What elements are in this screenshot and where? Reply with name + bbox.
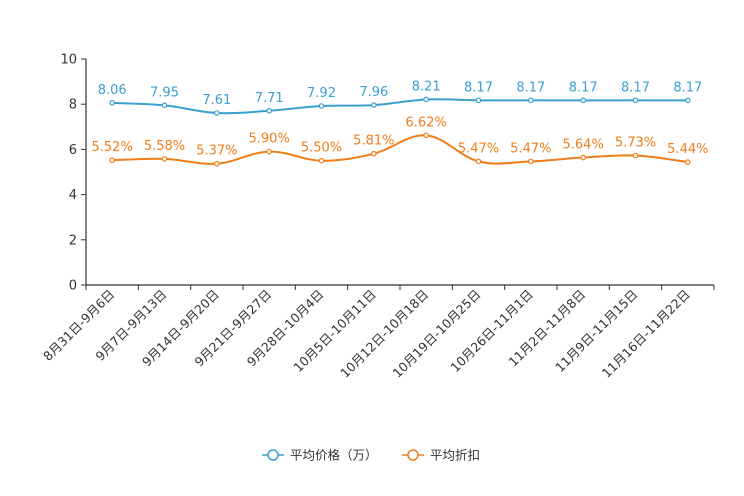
data-label: 5.90%: [249, 132, 290, 147]
data-label: 6.62%: [406, 115, 447, 130]
series-line: [112, 98, 688, 115]
data-label: 7.96: [359, 85, 388, 100]
data-point[interactable]: [161, 156, 168, 162]
data-point[interactable]: [318, 157, 325, 164]
x-axis-ticks: 8月31日-9月6日9月7日-9月13日9月14日-9月20日9月21日-9月2…: [40, 285, 715, 381]
x-tick-label: 10月19日-10月25日: [389, 287, 483, 381]
data-point[interactable]: [109, 157, 115, 164]
data-point[interactable]: [214, 110, 220, 116]
data-label: 5.73%: [615, 136, 656, 151]
y-axis-ticks: 0 2 4 6 8 10: [60, 53, 86, 294]
data-label: 5.81%: [353, 134, 394, 149]
y-tick-label: 6: [69, 143, 77, 158]
data-point[interactable]: [266, 107, 272, 114]
data-label: 8.17: [569, 80, 598, 95]
data-point[interactable]: [318, 103, 325, 109]
data-label: 5.37%: [196, 144, 237, 159]
legend-marker: [407, 449, 419, 461]
data-label: 8.17: [621, 80, 650, 95]
legend-item[interactable]: 平均折扣: [402, 448, 480, 463]
data-label: 8.17: [464, 80, 493, 95]
legend-label: 平均价格（万）: [290, 448, 378, 463]
legend-label: 平均折扣: [430, 448, 480, 463]
data-point[interactable]: [580, 154, 586, 161]
x-tick-label: 11月16日-11月22日: [599, 287, 693, 381]
data-point[interactable]: [580, 97, 586, 104]
data-label: 5.47%: [510, 141, 551, 156]
y-tick-label: 8: [69, 98, 77, 113]
data-point[interactable]: [475, 158, 482, 165]
series-average-price: 8.06 7.95 7.61 7.71 7.92 7.96 8.21 8.17 8.17 8.17…: [98, 79, 702, 116]
data-point[interactable]: [266, 148, 272, 155]
data-point[interactable]: [109, 100, 115, 106]
data-point[interactable]: [423, 132, 429, 139]
data-label: 8.17: [516, 80, 545, 95]
data-point[interactable]: [528, 97, 534, 104]
y-tick-label: 0: [69, 279, 77, 294]
data-point[interactable]: [161, 102, 168, 109]
data-label: 8.06: [98, 83, 127, 98]
data-label: 7.92: [307, 86, 336, 101]
x-tick-label: 10月12日-10月18日: [337, 287, 431, 381]
data-point[interactable]: [475, 97, 482, 104]
y-tick-label: 10: [60, 53, 77, 68]
data-point[interactable]: [371, 150, 377, 157]
data-label: 5.50%: [301, 141, 342, 156]
data-label: 5.52%: [92, 140, 133, 155]
data-point[interactable]: [632, 152, 639, 159]
data-label: 7.71: [255, 91, 284, 106]
data-point[interactable]: [371, 102, 377, 108]
data-point[interactable]: [214, 160, 220, 167]
data-label: 8.17: [673, 80, 702, 95]
data-label: 5.44%: [667, 142, 708, 157]
y-tick-label: 2: [69, 233, 77, 248]
series-line: [112, 134, 688, 165]
data-point[interactable]: [685, 97, 691, 104]
legend-marker: [267, 449, 279, 461]
y-tick-label: 4: [69, 188, 77, 203]
legend-item[interactable]: 平均价格（万）: [262, 448, 378, 463]
data-point[interactable]: [528, 158, 534, 165]
data-label: 8.21: [412, 79, 441, 94]
data-label: 5.47%: [458, 141, 499, 156]
data-label: 5.58%: [144, 139, 185, 154]
data-point[interactable]: [632, 97, 639, 104]
data-label: 7.61: [202, 93, 231, 108]
series-average-discount: 5.52% 5.58% 5.37% 5.90% 5.50% 5.81% 6.62% 5.47%…: [92, 115, 708, 167]
data-point[interactable]: [423, 96, 429, 103]
chart-legend[interactable]: 平均价格（万） 平均折扣: [262, 448, 480, 463]
data-label: 5.64%: [563, 138, 604, 153]
data-label: 7.95: [150, 85, 179, 100]
chart-axes: [85, 59, 714, 286]
chart-series: 8.06 7.95 7.61 7.71 7.92 7.96 8.21 8.17 8.17 8.17…: [92, 79, 708, 167]
data-point[interactable]: [685, 159, 691, 165]
